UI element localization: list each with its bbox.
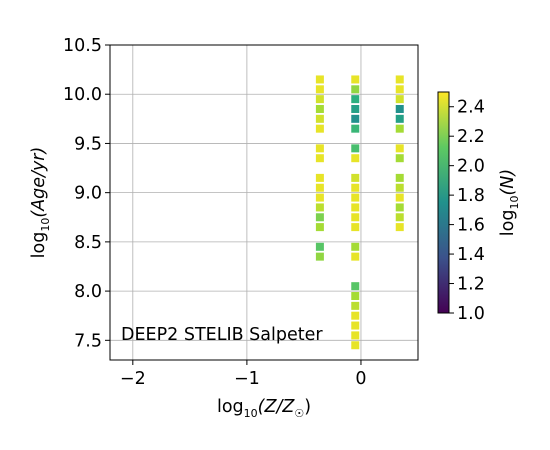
heatmap-cell bbox=[316, 85, 324, 93]
colorbar-label-prefix: log bbox=[498, 210, 518, 237]
heatmap-cell bbox=[396, 85, 404, 93]
heatmap-cell bbox=[396, 75, 404, 83]
heatmap-cell bbox=[351, 75, 359, 83]
heatmap-cell bbox=[316, 174, 324, 182]
heatmap-cell bbox=[396, 184, 404, 192]
x-tick-label: −1 bbox=[234, 369, 260, 389]
heatmap-cell bbox=[351, 154, 359, 162]
colorbar: 1.0 1.2 1.4 1.6 1.8 2.0 2.2 2.4 log10(N) bbox=[438, 92, 521, 324]
heatmap-cell bbox=[351, 105, 359, 113]
y-tick-label: 10.0 bbox=[63, 85, 102, 105]
heatmap-cell bbox=[396, 144, 404, 152]
heatmap-cell bbox=[396, 194, 404, 202]
heatmap-cell bbox=[351, 85, 359, 93]
heatmap-cell bbox=[351, 282, 359, 290]
colorbar-label-sub: 10 bbox=[508, 196, 521, 210]
heatmap-cell bbox=[316, 154, 324, 162]
colorbar-tick-label: 1.0 bbox=[457, 304, 485, 324]
y-tick-label: 9.5 bbox=[74, 134, 102, 154]
x-axis-label-odot: ☉ bbox=[294, 407, 304, 420]
heatmap-cell bbox=[316, 144, 324, 152]
heatmap-cells bbox=[316, 75, 404, 349]
y-tick-label: 10.5 bbox=[63, 36, 102, 56]
heatmap-cell bbox=[316, 243, 324, 251]
heatmap-cell bbox=[316, 125, 324, 133]
x-axis-label-prefix: log bbox=[217, 397, 244, 417]
heatmap-cell bbox=[351, 184, 359, 192]
heatmap-cell bbox=[351, 243, 359, 251]
heatmap-cell bbox=[316, 105, 324, 113]
heatmap-cell bbox=[396, 223, 404, 231]
x-axis-label: log10(Z/Z☉) bbox=[217, 397, 311, 420]
colorbar-tick-label: 1.2 bbox=[457, 275, 485, 295]
heatmap-cell bbox=[316, 203, 324, 211]
y-axis-label: log10(Age/yr) bbox=[29, 147, 52, 259]
heatmap-cell bbox=[396, 174, 404, 182]
heatmap-cell bbox=[396, 154, 404, 162]
heatmap-cell bbox=[351, 144, 359, 152]
heatmap-cell bbox=[316, 194, 324, 202]
colorbar-tick-label: 2.4 bbox=[457, 98, 485, 118]
y-axis: 7.5 8.0 8.5 9.0 9.5 10.0 10.5 bbox=[63, 36, 110, 351]
heatmap-cell bbox=[316, 184, 324, 192]
heatmap-cell bbox=[316, 223, 324, 231]
colorbar-tick-label: 1.6 bbox=[457, 216, 485, 236]
heatmap-cell bbox=[351, 341, 359, 349]
heatmap-cell bbox=[351, 203, 359, 211]
colorbar-tick-label: 2.0 bbox=[457, 157, 485, 177]
y-axis-label-sub: 10 bbox=[39, 218, 52, 232]
colorbar-ticks: 1.0 1.2 1.4 1.6 1.8 2.0 2.2 2.4 bbox=[449, 98, 485, 324]
grid-lines bbox=[110, 45, 418, 360]
y-axis-label-prefix: log bbox=[29, 232, 49, 259]
heatmap-cell bbox=[351, 95, 359, 103]
heatmap-cell bbox=[351, 223, 359, 231]
heatmap-cell bbox=[396, 213, 404, 221]
heatmap-cell bbox=[316, 115, 324, 123]
y-tick-label: 9.0 bbox=[74, 184, 102, 204]
x-tick-label: 0 bbox=[355, 369, 366, 389]
y-axis-label-arg: (Age/yr) bbox=[29, 147, 49, 218]
heatmap-cell bbox=[316, 75, 324, 83]
annotation-label: DEEP2 STELIB Salpeter bbox=[121, 325, 323, 345]
heatmap-cell bbox=[316, 253, 324, 261]
colorbar-label-arg: (N) bbox=[498, 169, 518, 196]
heatmap-cell bbox=[351, 125, 359, 133]
heatmap-cell bbox=[351, 115, 359, 123]
x-axis-label-arg: (Z/Z bbox=[258, 397, 296, 417]
y-tick-label: 8.5 bbox=[74, 233, 102, 253]
heatmap-cell bbox=[351, 302, 359, 310]
heatmap-cell bbox=[351, 312, 359, 320]
heatmap-cell bbox=[351, 322, 359, 330]
heatmap-cell bbox=[351, 292, 359, 300]
heatmap-cell bbox=[351, 194, 359, 202]
heatmap-cell bbox=[351, 331, 359, 339]
heatmap-cell bbox=[351, 174, 359, 182]
heatmap-cell bbox=[396, 115, 404, 123]
heatmap-cell bbox=[396, 95, 404, 103]
colorbar-tick-label: 1.8 bbox=[457, 186, 485, 206]
colorbar-gradient bbox=[438, 92, 449, 313]
heatmap-cell bbox=[396, 125, 404, 133]
x-axis: −2 −1 0 bbox=[120, 360, 367, 389]
y-tick-label: 7.5 bbox=[74, 331, 102, 351]
heatmap-cell bbox=[316, 213, 324, 221]
heatmap-cell bbox=[396, 105, 404, 113]
x-tick-label: −2 bbox=[120, 369, 146, 389]
heatmap-cell bbox=[351, 253, 359, 261]
x-axis-label-close: ) bbox=[304, 397, 311, 417]
plot-frame bbox=[110, 45, 418, 360]
colorbar-label: log10(N) bbox=[498, 169, 521, 236]
heatmap-cell bbox=[316, 95, 324, 103]
y-tick-label: 8.0 bbox=[74, 282, 102, 302]
x-axis-label-sub: 10 bbox=[244, 407, 258, 420]
heatmap-cell bbox=[396, 203, 404, 211]
heatmap-cell bbox=[351, 213, 359, 221]
colorbar-tick-label: 1.4 bbox=[457, 245, 485, 265]
colorbar-tick-label: 2.2 bbox=[457, 127, 485, 147]
